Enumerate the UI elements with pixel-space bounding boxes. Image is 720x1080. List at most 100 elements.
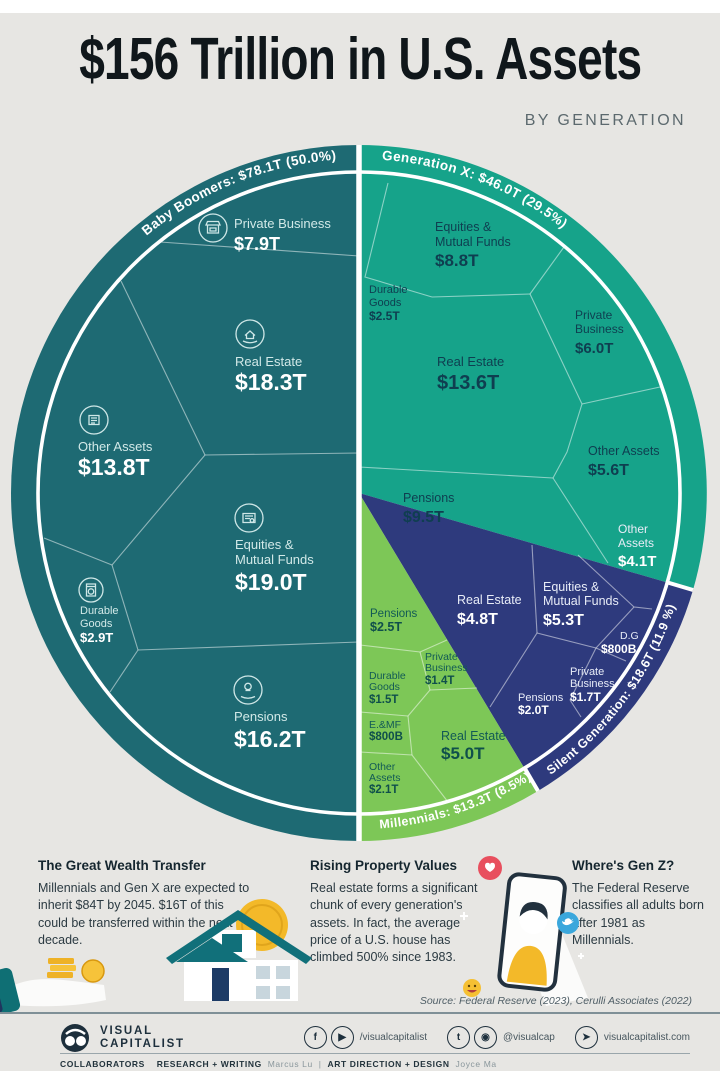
- svg-text:Durable: Durable: [369, 670, 406, 682]
- svg-text:Pensions: Pensions: [370, 608, 418, 620]
- svg-text:Equities &: Equities &: [543, 580, 600, 594]
- svg-text:D.G: D.G: [620, 630, 639, 642]
- svg-text:Private: Private: [575, 308, 613, 322]
- svg-text:Other Assets: Other Assets: [78, 439, 153, 454]
- svg-text:Private Business: Private Business: [234, 216, 331, 231]
- svg-text:$7.9T: $7.9T: [234, 234, 280, 254]
- page-title: $156 Trillion in U.S. Assets: [79, 26, 642, 92]
- window: [276, 986, 290, 999]
- role-research-writing: RESEARCH + WRITING: [156, 1059, 262, 1069]
- cell-millennials-pensions: Pensions $2.5T: [370, 608, 418, 634]
- facebook-icon[interactable]: f: [303, 1026, 327, 1049]
- svg-text:$1.7T: $1.7T: [570, 690, 601, 704]
- callout-body: The Federal Reserve classifies all adult…: [572, 881, 705, 947]
- collaborators-label: COLLABORATORS: [60, 1059, 145, 1069]
- page-subtitle: BY GENERATION: [524, 112, 686, 129]
- binoculars-logo-icon: [61, 1024, 89, 1052]
- window: [256, 966, 270, 979]
- twitter-icon[interactable]: t: [447, 1026, 470, 1049]
- svg-text:$13.6T: $13.6T: [437, 372, 499, 394]
- hand-icon: [2, 979, 106, 1007]
- cell-millennials-durable-goods: Durable Goods $1.5T: [369, 670, 406, 706]
- visual-capitalist-logo: VISUAL CAPITALIST: [58, 1022, 185, 1054]
- cell-silent-other-assets: Other Assets $4.1T: [618, 522, 656, 570]
- instagram-icon[interactable]: ◉: [474, 1026, 497, 1049]
- certificate-icon: [234, 503, 264, 533]
- hand-with-coins-illustration: [0, 958, 106, 1012]
- website-cursor-icon[interactable]: ➤: [574, 1026, 598, 1049]
- svg-text:Assets: Assets: [618, 536, 654, 550]
- svg-text:$16.2T: $16.2T: [234, 726, 306, 752]
- sparkle-icon: [578, 953, 584, 959]
- svg-text:$1.4T: $1.4T: [425, 675, 454, 687]
- youtube-icon[interactable]: ▶: [330, 1026, 354, 1049]
- callout-heading: Where's Gen Z?: [572, 858, 675, 873]
- svg-text:Durable: Durable: [80, 605, 119, 617]
- svg-text:Mutual Funds: Mutual Funds: [235, 552, 314, 567]
- porch-roof: [176, 938, 248, 962]
- house-illustration: [166, 899, 312, 1001]
- cell-silent-real-estate: Real Estate $4.8T: [457, 593, 522, 628]
- svg-text:Private: Private: [425, 651, 458, 663]
- cell-borders-baby-boomers: [43, 241, 360, 693]
- cell-baby-boomers-other-assets: Other Assets $13.8T: [78, 405, 153, 480]
- svg-text:E.&MF: E.&MF: [369, 719, 401, 731]
- svg-text:Mutual Funds: Mutual Funds: [435, 235, 511, 249]
- band-separator-silent-millennials: [522, 765, 540, 793]
- svg-text:$2.1T: $2.1T: [369, 784, 398, 796]
- social-group-tw-ig: t ◉ @visualcap: [447, 1026, 555, 1049]
- social-handle[interactable]: /visualcapitalist: [359, 1032, 427, 1043]
- cell-baby-boomers-real-estate: Real Estate $18.3T: [235, 319, 307, 395]
- assets-note-icon: [79, 405, 109, 435]
- callout-body: Real estate forms a significant chunk of…: [310, 881, 478, 964]
- cell-borders-millennials: [359, 639, 478, 803]
- appliance-icon: [78, 577, 104, 603]
- role-art-direction-design: ART DIRECTION + DESIGN: [327, 1059, 450, 1069]
- svg-text:Mutual Funds: Mutual Funds: [543, 594, 619, 608]
- cell-silent-equities-mutual-funds: Equities & Mutual Funds $5.3T: [543, 580, 619, 629]
- svg-text:$800B: $800B: [601, 642, 637, 656]
- svg-text:$800B: $800B: [369, 731, 403, 743]
- cell-silent-private-business: Private Business $1.7T: [570, 666, 615, 704]
- person-shirt: [506, 945, 547, 986]
- svg-text:Equities &: Equities &: [235, 537, 294, 552]
- house-hand-icon: [235, 319, 265, 349]
- social-handle[interactable]: visualcapitalist.com: [603, 1032, 690, 1043]
- sparkle-icon: [460, 912, 468, 920]
- svg-text:Durable: Durable: [369, 284, 408, 296]
- phone-selfie-illustration: [460, 856, 588, 1006]
- cell-generation-x-other-assets: Other Assets $5.6T: [588, 444, 660, 479]
- svg-text:$5.0T: $5.0T: [441, 744, 485, 763]
- svg-text:$1.5T: $1.5T: [369, 694, 398, 706]
- callout-body: Millennials and Gen X are expected to in…: [38, 881, 250, 947]
- social-handle[interactable]: @visualcap: [503, 1032, 555, 1043]
- svg-text:Private: Private: [570, 666, 604, 678]
- cell-borders-silent-generation: [489, 544, 653, 718]
- source-note: Source: Federal Reserve (2023), Cerulli …: [419, 995, 692, 1007]
- svg-text:Pensions: Pensions: [234, 709, 288, 724]
- svg-text:$2.0T: $2.0T: [518, 703, 549, 717]
- cell-baby-boomers-private-business: Private Business $7.9T: [198, 213, 331, 254]
- svg-text:Assets: Assets: [369, 772, 401, 784]
- coins-hand-icon: [233, 675, 263, 705]
- svg-text:$2.5T: $2.5T: [370, 620, 402, 634]
- svg-text:$5.6T: $5.6T: [588, 462, 629, 479]
- svg-text:$2.9T: $2.9T: [80, 630, 113, 645]
- svg-text:$18.3T: $18.3T: [235, 369, 307, 395]
- callout-rising-property-values: Rising Property Values Real estate forms…: [310, 858, 478, 966]
- wedge-silent-generation: [359, 493, 693, 791]
- person-head: [519, 906, 548, 935]
- callout-great-wealth-transfer: The Great Wealth Transfer Millennials an…: [38, 858, 250, 949]
- svg-text:$6.0T: $6.0T: [575, 340, 613, 357]
- cell-generation-x-real-estate: Real Estate $13.6T: [437, 354, 504, 394]
- svg-text:Business: Business: [425, 662, 468, 674]
- svg-text:$19.0T: $19.0T: [235, 569, 307, 595]
- brand-line-1: VISUAL: [100, 1025, 153, 1038]
- svg-text:$8.8T: $8.8T: [435, 251, 479, 270]
- brand-line-2: CAPITALIST: [100, 1038, 185, 1050]
- cell-silent-durable-goods: D.G $800B: [601, 630, 639, 656]
- svg-text:$2.5T: $2.5T: [369, 309, 400, 323]
- social-links: f ▶ /visualcapitalist t ◉ @visualcap ➤ v…: [290, 1026, 690, 1049]
- social-group-web: ➤ visualcapitalist.com: [574, 1026, 690, 1049]
